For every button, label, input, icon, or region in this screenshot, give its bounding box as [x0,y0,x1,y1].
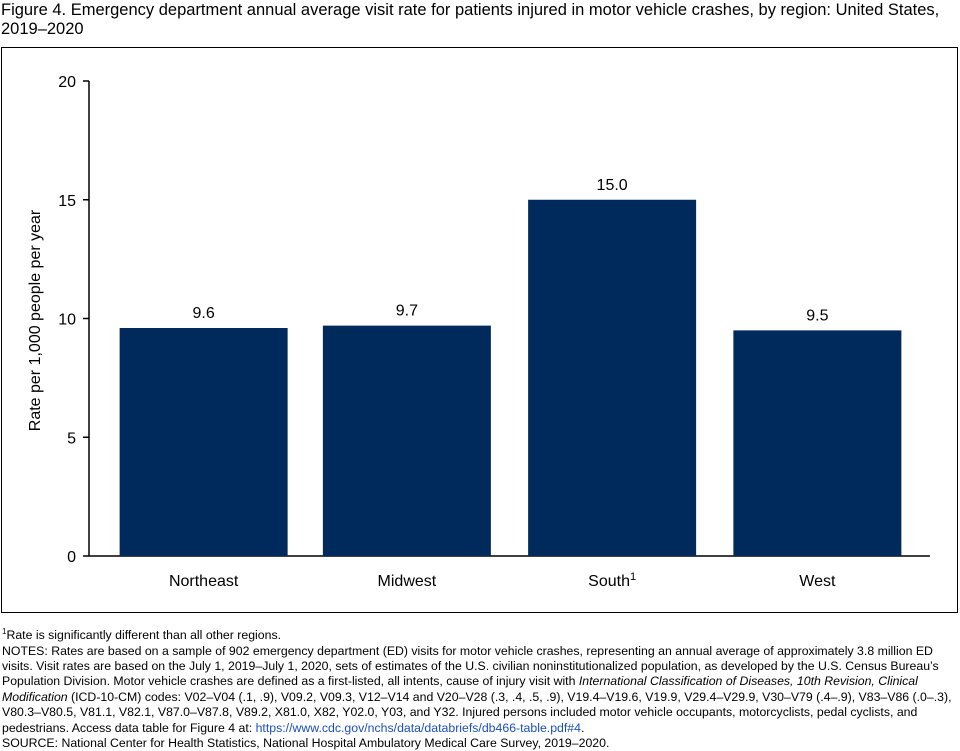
bar-chart: 0 5 10 15 20 Rate per 1,000 people per year 9.… [27,74,930,590]
notes-paragraph: NOTES: Rates are based on a sample of 90… [2,644,960,736]
y-tick-label: 20 [58,74,76,91]
data-label: 9.5 [806,307,828,324]
source-line: SOURCE: National Center for Health Stati… [2,735,610,750]
y-tick-label: 5 [67,430,76,447]
footnote-line: 1Rate is significantly different than al… [2,624,960,644]
data-label: 9.6 [193,305,215,322]
footnote-marker: 1 [2,627,7,636]
notes-text-1: NOTES: Rates are based on a sample of 90… [2,643,939,689]
data-label: 9.7 [396,303,418,320]
y-tick-label: 0 [67,549,76,566]
x-tick-label: Midwest [378,573,437,590]
x-tick-superscript: 1 [630,571,636,583]
y-tick-label: 10 [58,312,76,329]
figure-title: Figure 4. Emergency department annual av… [1,1,940,38]
figure-notes: 1Rate is significantly different than al… [2,624,960,751]
y-axis-title: Rate per 1,000 people per year [27,209,44,431]
bar-midwest [322,325,491,556]
data-label: 15.0 [597,177,628,194]
bar-south [528,199,697,556]
notes-end: . [580,720,585,735]
y-tick-label: 15 [58,193,76,210]
bar-northeast [119,328,288,556]
chart-frame [1,47,958,613]
notes-text-2: (ICD-10-CM) codes: V02–V04 (.1, .9), V09… [2,689,952,735]
bar-west [733,330,902,556]
x-tick-label: South1 [588,571,636,590]
footnote-text: Rate is significantly different than all… [6,628,282,643]
notes-italic-text: International Classification of Diseases… [2,674,918,704]
data-table-link[interactable]: https://www.cdc.gov/nchs/data/databriefs… [255,720,581,735]
x-tick-label: Northeast [169,573,239,590]
x-tick-label: West [799,573,836,590]
